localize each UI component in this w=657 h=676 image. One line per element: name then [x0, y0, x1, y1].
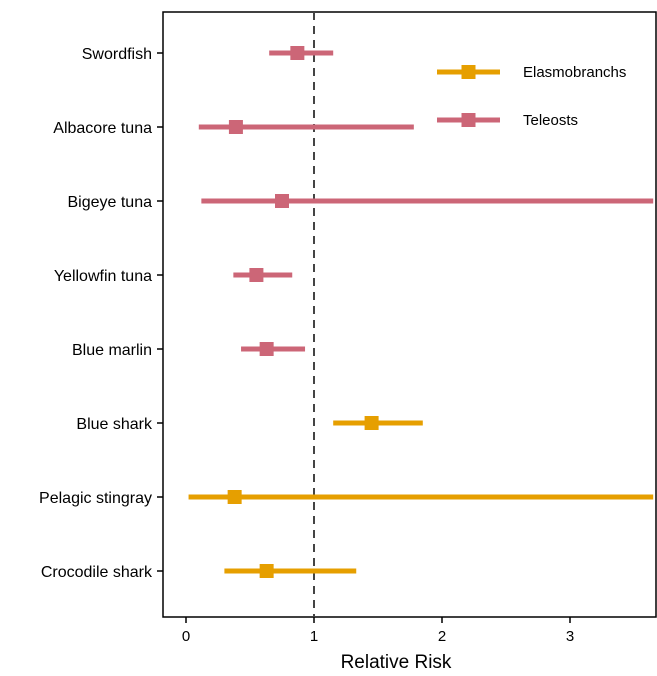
estimate-point	[275, 194, 289, 208]
estimate-point	[228, 120, 243, 134]
plot-panel	[162, 11, 657, 618]
category-label: Yellowfin tuna	[54, 268, 152, 285]
category-labels: Swordfish Albacore tuna Bigeye tuna Yellowf…	[39, 46, 163, 581]
legend: Elasmobranchs Teleosts	[437, 64, 626, 129]
category-label: Bigeye tuna	[67, 194, 152, 211]
estimate-point	[249, 268, 264, 282]
legend-label: Elasmobranchs	[523, 64, 626, 81]
x-tick-label: 3	[566, 628, 574, 645]
x-tick-label: 1	[310, 628, 318, 645]
legend-swatch	[461, 113, 476, 127]
x-tick-label: 0	[182, 628, 190, 645]
estimate-point	[259, 342, 274, 356]
category-label: Blue shark	[76, 416, 153, 433]
estimate-point	[259, 564, 274, 578]
estimate-point	[227, 490, 242, 504]
estimate-marks	[188, 46, 654, 578]
legend-label: Teleosts	[523, 112, 578, 129]
x-axis-title: Relative Risk	[341, 652, 452, 673]
x-tick-label: 2	[438, 628, 446, 645]
category-label: Blue marlin	[72, 342, 152, 359]
estimate-point	[290, 46, 305, 60]
legend-swatch	[461, 65, 476, 79]
category-label: Albacore tuna	[53, 120, 152, 137]
category-label: Crocodile shark	[41, 564, 153, 581]
category-label: Pelagic stingray	[39, 490, 152, 507]
x-axis-ticks: 0 1 2 3	[182, 617, 574, 645]
category-label: Swordfish	[82, 46, 152, 63]
estimate-point	[364, 416, 379, 430]
